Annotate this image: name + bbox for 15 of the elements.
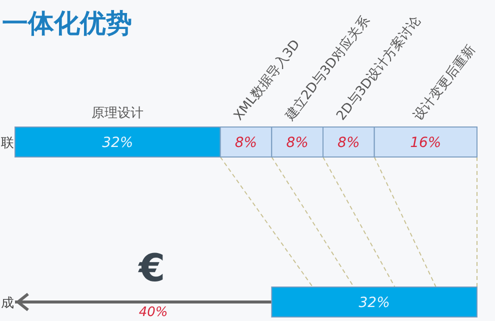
series-label: 原理设计 bbox=[92, 106, 144, 121]
data-label: 8% bbox=[286, 135, 308, 151]
bar bbox=[15, 300, 272, 304]
y-tick-label: 联 bbox=[1, 136, 14, 151]
data-label: 40% bbox=[138, 305, 168, 320]
data-label: 16% bbox=[410, 135, 442, 151]
y-tick-label: 成 bbox=[1, 296, 14, 311]
annotation: € bbox=[138, 246, 166, 290]
bar bbox=[271, 286, 478, 318]
data-label: 8% bbox=[338, 135, 360, 151]
data-label: 32% bbox=[358, 295, 390, 311]
text: 设计变更后重新 bbox=[411, 42, 479, 124]
data-label: 8% bbox=[234, 135, 258, 151]
chart-title: 一体化优势 bbox=[2, 9, 132, 39]
data-label: 32% bbox=[102, 135, 134, 151]
